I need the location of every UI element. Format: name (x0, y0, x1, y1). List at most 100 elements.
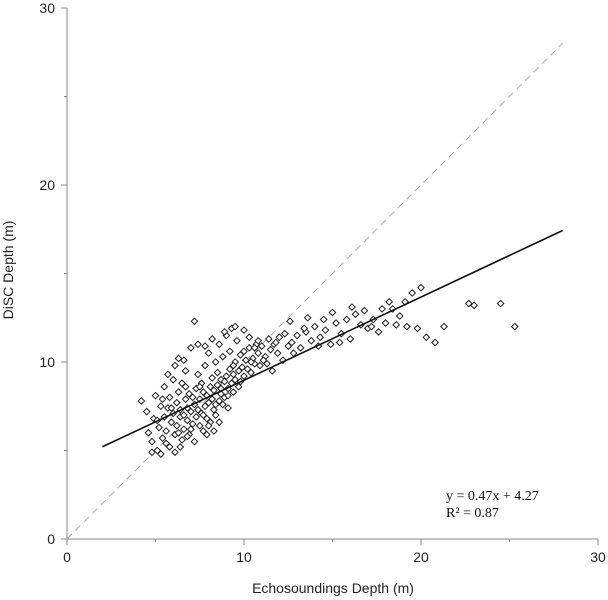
data-point (254, 349, 263, 358)
data-point (174, 428, 183, 437)
data-point (183, 416, 192, 425)
axes: 0 10 20 30 0 10 20 30 (39, 0, 606, 565)
data-point (247, 368, 255, 377)
data-point (210, 427, 218, 435)
data-point (264, 335, 273, 343)
data-point (374, 328, 383, 336)
data-point (178, 435, 186, 444)
data-point (167, 404, 176, 412)
data-point (208, 374, 217, 382)
x-tick-label: 0 (63, 549, 71, 565)
data-point (213, 368, 222, 377)
x-ticks: 0 10 20 30 (63, 539, 606, 565)
data-point (321, 326, 330, 335)
data-point (171, 361, 179, 370)
data-point (176, 443, 185, 451)
data-point (162, 439, 171, 448)
data-point (229, 388, 238, 396)
data-point (158, 434, 167, 443)
y-tick-label: 0 (47, 531, 55, 547)
y-tick-label: 20 (39, 177, 55, 193)
data-point (220, 377, 229, 386)
data-point (224, 391, 232, 400)
data-point (220, 328, 229, 336)
data-point (179, 425, 188, 434)
x-tick-label: 30 (590, 549, 606, 565)
data-point (186, 343, 195, 352)
data-point (268, 366, 277, 375)
data-point (360, 306, 369, 315)
data-point (496, 299, 505, 308)
data-point (190, 437, 199, 446)
data-point (137, 397, 146, 405)
data-point (195, 421, 204, 430)
data-point (440, 322, 448, 331)
data-point (171, 448, 179, 457)
r-squared-label: R² = 0.87 (446, 506, 499, 521)
data-point (174, 388, 183, 396)
data-point (183, 432, 192, 441)
data-point (144, 428, 153, 437)
data-point (199, 411, 208, 420)
data-point (181, 395, 190, 404)
data-point (271, 338, 280, 347)
data-point (286, 317, 294, 326)
data-point (256, 361, 264, 370)
data-point (218, 352, 227, 361)
data-point (280, 329, 289, 338)
data-point (245, 343, 254, 352)
data-point (188, 393, 197, 402)
identity-line (66, 43, 563, 540)
data-point (307, 336, 316, 345)
data-point (179, 356, 188, 365)
data-point (385, 297, 394, 306)
data-point (417, 283, 425, 292)
data-point (287, 338, 296, 347)
y-ticks: 0 10 20 30 (39, 0, 67, 547)
data-point (215, 418, 224, 427)
data-point (155, 423, 163, 432)
data-point (181, 366, 190, 375)
data-point (148, 437, 156, 446)
data-point (172, 398, 181, 407)
data-point (208, 335, 217, 343)
data-point (148, 448, 156, 457)
data-point (229, 361, 238, 370)
data-point (303, 313, 312, 322)
data-point (332, 319, 340, 327)
regression-equation: y = 0.47x + 4.27 (446, 489, 539, 504)
data-point (160, 382, 169, 391)
data-point (142, 407, 151, 416)
data-point (250, 343, 259, 352)
data-point (201, 342, 209, 350)
data-point (204, 421, 213, 430)
data-point (162, 427, 171, 435)
data-point (510, 322, 519, 331)
data-point (381, 319, 390, 327)
data-point (194, 340, 202, 349)
data-point (194, 370, 202, 379)
data-points (137, 283, 519, 458)
data-point (208, 395, 217, 404)
data-point (293, 331, 302, 340)
data-point (402, 322, 411, 331)
data-point (181, 382, 190, 391)
data-point (233, 336, 241, 345)
data-point (179, 411, 188, 420)
data-point (158, 395, 167, 404)
data-point (266, 345, 275, 354)
data-point (222, 372, 231, 381)
data-point (300, 324, 309, 333)
data-point (156, 450, 165, 458)
y-tick-label: 30 (39, 0, 55, 16)
y-axis-title: DiSC Depth (m) (0, 221, 16, 320)
data-point (247, 358, 255, 366)
data-point (346, 335, 355, 343)
data-point (470, 301, 479, 310)
data-point (413, 324, 422, 333)
data-point (156, 402, 165, 411)
x-tick-label: 10 (236, 549, 252, 565)
data-point (240, 347, 248, 356)
data-point (257, 342, 266, 350)
data-point (378, 304, 386, 313)
